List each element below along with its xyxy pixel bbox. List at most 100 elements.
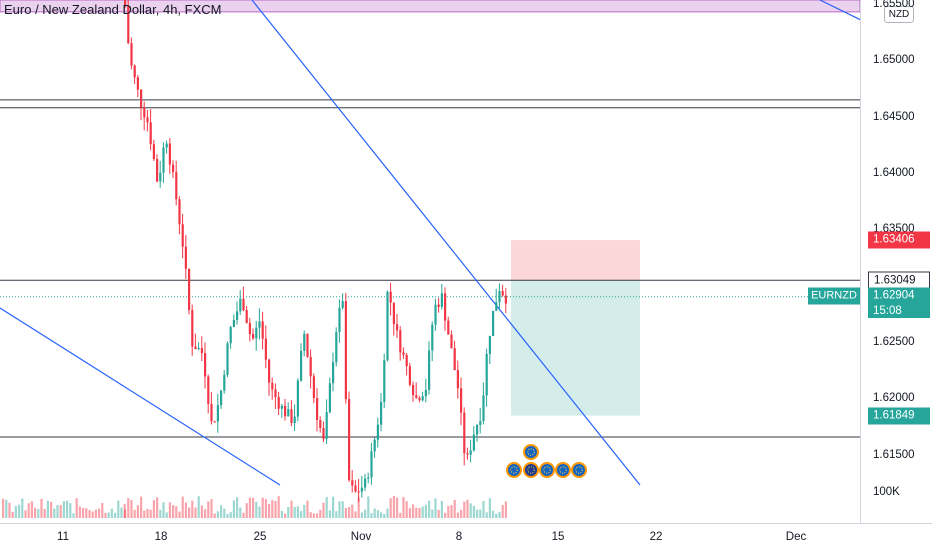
volume-bar [386,508,389,518]
economic-event-icon[interactable] [571,462,587,478]
volume-bar [184,502,187,518]
candle-body [239,298,242,312]
volume-bar [110,508,113,518]
volume-bar [232,500,235,518]
volume-bar [284,513,287,518]
volume-bar [440,500,443,518]
last-price-label: 1.62904 [868,287,930,305]
candle-body [143,107,146,118]
currency-badge[interactable]: NZD [884,6,914,23]
candle-body [236,311,239,320]
volume-bar [479,509,482,518]
volume-bar [75,498,78,518]
candle-body [386,291,389,361]
volume-bar [50,501,53,518]
price-axis[interactable]: NZD 1.65500 1.65000 1.64500 1.64000 1.63… [860,0,932,523]
volume-bar [501,505,504,518]
candle-body [434,304,437,325]
chart-area[interactable]: Euro / New Zealand Dollar, 4h, FXCM [0,0,860,523]
volume-bar [248,497,251,518]
candle-body [293,416,296,423]
price-tick: 1.65500 [873,0,915,10]
candle-body [370,451,373,478]
candle-body [453,348,456,371]
candle-body [466,453,469,455]
candle-body [245,310,248,324]
time-tick: Nov [350,531,372,543]
volume-bar [277,496,280,518]
candle-body [415,395,418,398]
volume-bar [392,496,395,518]
volume-bar [124,509,127,518]
economic-event-icon[interactable] [506,462,522,478]
volume-bar [338,501,341,518]
volume-bar [383,513,386,518]
volume-bar [287,506,290,518]
candle-body [495,302,498,311]
time-axis[interactable]: 11 18 25 Nov 8 15 22 Dec [0,523,932,551]
volume-bar [69,503,72,518]
volume-bar [469,503,472,518]
price-chart[interactable] [0,0,860,523]
candle-body [431,324,434,351]
candle-body [162,147,165,173]
volume-bar [136,505,139,518]
trend-line [0,307,281,486]
candle-body [229,327,232,344]
candle-body [354,485,357,492]
candle-body [264,338,267,360]
candle-body [322,428,325,439]
candle-body [373,439,376,452]
economic-event-icon[interactable] [539,462,555,478]
economic-event-icon[interactable] [523,462,539,478]
economic-event-icon[interactable] [555,462,571,478]
candle-body [344,301,347,400]
volume-bar [37,509,40,518]
candle-body [383,360,386,402]
candle-body [188,268,191,310]
volume-bar [30,501,33,518]
time-tick: 22 [649,531,663,543]
volume-bar [98,508,101,518]
volume-bar [252,497,255,518]
candle-body [133,65,136,78]
volume-bar [62,501,65,518]
candle-body [271,382,274,390]
volume-bar [229,512,232,518]
volume-bar [482,500,485,518]
candle-body [444,293,447,321]
volume-bar [88,510,91,518]
candle-body [364,478,367,488]
volume-bar [34,507,37,518]
volume-bar [463,501,466,518]
candle-body [287,409,290,417]
countdown-label: 15:08 [868,304,930,318]
candle-body [136,77,139,90]
price-tick: 1.64000 [873,167,915,179]
volume-bar [194,507,197,518]
candle-body [306,333,309,357]
volume-bar [472,505,475,518]
candle-body [316,398,319,421]
candle-body [184,246,187,269]
candle-body [309,356,312,377]
candle-body [178,199,181,225]
candle-body [197,348,200,350]
candle-body [460,388,463,413]
volume-bar [120,507,123,518]
volume-bar [152,500,155,518]
volume-bar [290,500,293,518]
volume-bar [104,512,107,518]
volume-bar [274,501,277,518]
candle-body [207,376,210,404]
candle-body [498,291,501,303]
candle-body [392,302,395,325]
volume-bar [415,507,418,518]
volume-bar [453,499,456,518]
economic-event-icon[interactable] [523,444,539,460]
volume-bar [82,507,85,518]
volume-bar [341,501,344,518]
price-tick: 1.64500 [873,111,915,123]
time-tick: 15 [551,531,565,543]
volume-bar [117,500,120,518]
